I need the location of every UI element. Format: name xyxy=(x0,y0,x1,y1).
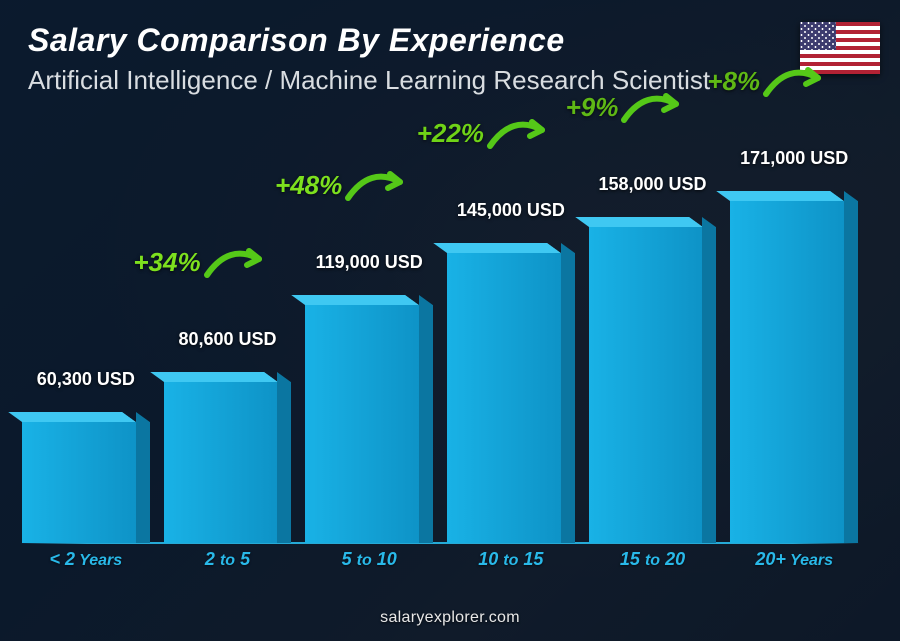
footer-attribution: salaryexplorer.com xyxy=(0,609,900,627)
x-axis-label: < 2 Years xyxy=(22,549,150,581)
pct-increase-label: +48% xyxy=(275,170,342,201)
bar-side-face xyxy=(136,422,150,543)
bar-side-face xyxy=(277,382,291,543)
bar-top-face xyxy=(575,217,702,227)
bar-column: 60,300 USD xyxy=(22,422,150,543)
bar-side-face xyxy=(844,201,858,543)
bar-top-face xyxy=(433,243,560,253)
x-axis-label: 2 to 5 xyxy=(164,549,292,581)
increase-arrow-icon xyxy=(201,241,271,287)
pct-increase-group: +8% xyxy=(641,60,896,111)
bar-front-face xyxy=(164,382,278,543)
arrow-wrap xyxy=(760,60,830,111)
chart-area: 60,300 USD80,600 USD+34% 119,000 USD+48%… xyxy=(20,110,860,581)
bar xyxy=(447,253,575,543)
bar-value-label: 80,600 USD xyxy=(125,329,329,350)
bar-column: 145,000 USD+22% xyxy=(447,253,575,543)
x-axis-label: 5 to 10 xyxy=(305,549,433,581)
bar-side-face xyxy=(419,305,433,543)
bar-column: 158,000 USD+9% xyxy=(589,227,717,543)
flag-canton xyxy=(800,22,836,50)
pct-increase-label: +8% xyxy=(707,66,760,97)
bar-top-face xyxy=(8,412,135,422)
x-axis-label: 15 to 20 xyxy=(589,549,717,581)
arrow-wrap xyxy=(342,164,412,215)
bar-value-label: 171,000 USD xyxy=(692,148,896,169)
bar-side-face xyxy=(702,227,716,543)
bar-front-face xyxy=(22,422,136,543)
bar-front-face xyxy=(730,201,844,543)
bar-side-face xyxy=(561,253,575,543)
increase-arrow-icon xyxy=(342,164,412,210)
bar-column: 119,000 USD+48% xyxy=(305,305,433,543)
bar-column: 171,000 USD+8% xyxy=(730,201,858,543)
bar-front-face xyxy=(589,227,703,543)
x-axis-labels: < 2 Years 2 to 5 5 to 10 10 to 15 15 to 20 20… xyxy=(20,549,860,581)
infographic-root: Salary Comparison By Experience Artifici… xyxy=(0,0,900,641)
bar-top-face xyxy=(717,191,844,201)
bar xyxy=(589,227,717,543)
page-title: Salary Comparison By Experience xyxy=(28,22,900,59)
pct-increase-label: +34% xyxy=(133,247,200,278)
arrow-wrap xyxy=(201,241,271,292)
bar-front-face xyxy=(305,305,419,543)
pct-increase-label: +9% xyxy=(566,92,619,123)
x-axis-label: 20+ Years xyxy=(730,549,858,581)
bar-value-label: 119,000 USD xyxy=(267,252,471,273)
x-axis-label: 10 to 15 xyxy=(447,549,575,581)
bar xyxy=(730,201,858,543)
bar xyxy=(305,305,433,543)
bar xyxy=(164,382,292,543)
pct-increase-label: +22% xyxy=(417,118,484,149)
bar-column: 80,600 USD+34% xyxy=(164,382,292,543)
bars-row: 60,300 USD80,600 USD+34% 119,000 USD+48%… xyxy=(20,110,860,543)
bar-front-face xyxy=(447,253,561,543)
bar-top-face xyxy=(292,295,419,305)
increase-arrow-icon xyxy=(760,60,830,106)
bar-top-face xyxy=(150,372,277,382)
bar xyxy=(22,422,150,543)
